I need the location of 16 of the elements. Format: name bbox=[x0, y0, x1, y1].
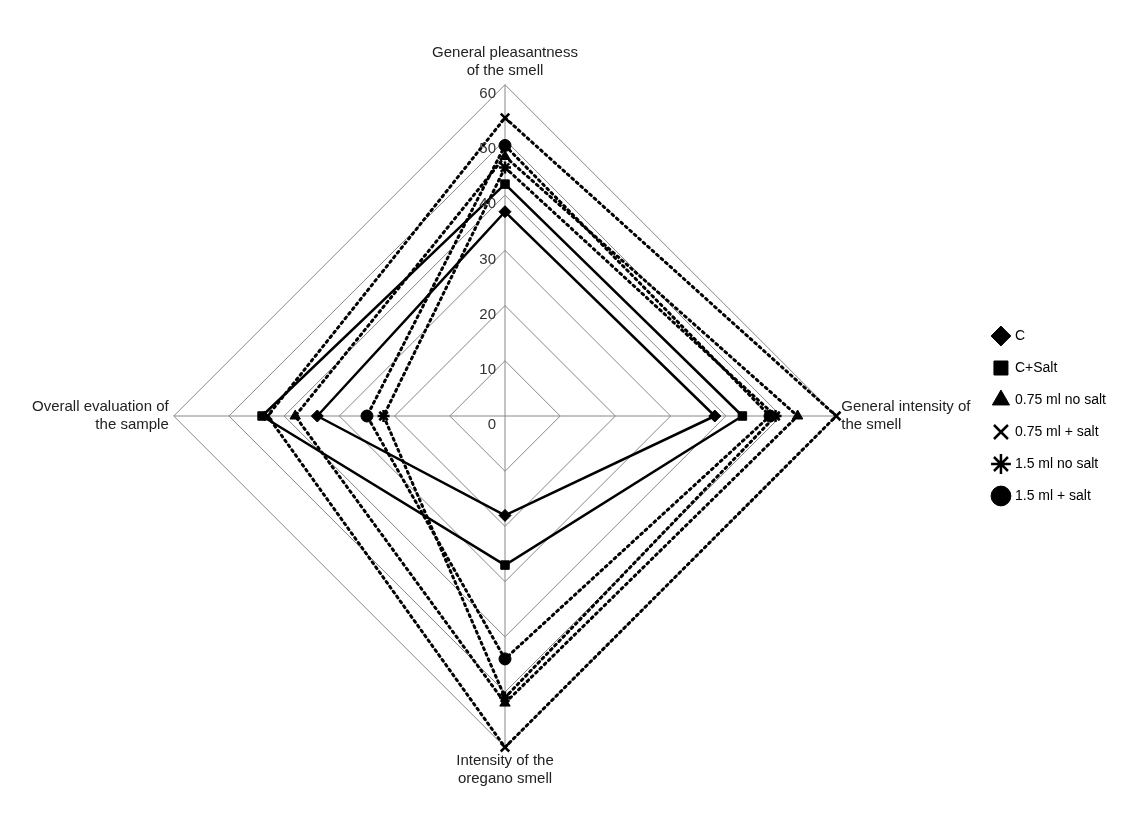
legend-label: 0.75 ml + salt bbox=[1014, 422, 1099, 439]
spoke-label: Intensity of the oregano smell bbox=[456, 751, 554, 787]
legend-label: 1.5 ml + salt bbox=[1014, 486, 1091, 503]
y-tick-label: 30 bbox=[479, 249, 496, 267]
y-tick-label: 50 bbox=[479, 139, 496, 157]
legend-label: 1.5 ml no salt bbox=[1014, 454, 1099, 471]
spoke-label: Overall evaluation of the sample bbox=[31, 397, 170, 433]
y-tick-label: 10 bbox=[479, 359, 496, 377]
legend-label: C bbox=[1014, 326, 1026, 343]
y-tick-label: 60 bbox=[479, 83, 496, 101]
spoke-label: General pleasantness of the smell bbox=[432, 42, 578, 78]
spoke-label: General intensity of the smell bbox=[841, 397, 972, 433]
legend-label: C+Salt bbox=[1014, 358, 1058, 375]
legend-label: 0.75 ml no salt bbox=[1014, 390, 1107, 407]
y-tick-label: 0 bbox=[487, 415, 496, 433]
y-tick-label: 20 bbox=[479, 304, 496, 322]
